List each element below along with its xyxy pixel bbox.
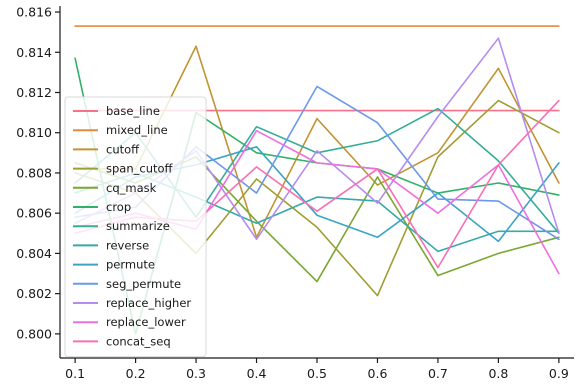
x-tick-label: 0.6 bbox=[368, 366, 388, 381]
x-tick-label: 0.8 bbox=[488, 366, 508, 381]
legend-label-crop: crop bbox=[106, 200, 131, 214]
y-tick-label: 0.816 bbox=[16, 5, 52, 20]
legend-label-base_line: base_line bbox=[106, 104, 160, 118]
y-tick-label: 0.806 bbox=[16, 206, 52, 221]
y-tick-label: 0.802 bbox=[16, 286, 52, 301]
legend-label-reverse: reverse bbox=[106, 238, 149, 252]
y-tick-label: 0.812 bbox=[16, 85, 52, 100]
x-tick-label: 0.3 bbox=[186, 366, 206, 381]
legend-label-span_cutoff: span_cutoff bbox=[106, 162, 174, 176]
legend-label-seg_permute: seg_permute bbox=[106, 277, 181, 291]
y-tick-label: 0.814 bbox=[16, 45, 52, 60]
legend-label-replace_lower: replace_lower bbox=[106, 315, 186, 329]
x-tick-label: 0.1 bbox=[65, 366, 85, 381]
legend-label-permute: permute bbox=[106, 258, 155, 272]
y-tick-label: 0.808 bbox=[16, 165, 52, 180]
x-tick-label: 0.9 bbox=[549, 366, 569, 381]
legend-label-replace_higher: replace_higher bbox=[106, 296, 191, 310]
legend-label-mixed_line: mixed_line bbox=[106, 123, 168, 137]
x-tick-label: 0.7 bbox=[428, 366, 448, 381]
y-tick-label: 0.810 bbox=[16, 125, 52, 140]
y-tick-label: 0.804 bbox=[16, 246, 52, 261]
legend-box bbox=[64, 96, 207, 358]
x-tick-label: 0.2 bbox=[126, 366, 146, 381]
x-tick-label: 0.4 bbox=[247, 366, 267, 381]
x-tick-label: 0.5 bbox=[307, 366, 327, 381]
axes: 0.800 0.802 0.804 0.806 0.808 0.810 0.812 0.814… bbox=[16, 5, 574, 381]
legend-label-cq_mask: cq_mask bbox=[106, 181, 157, 195]
legend-label-summarize: summarize bbox=[106, 219, 170, 233]
legend-label-concat_seq: concat_seq bbox=[106, 334, 171, 348]
y-tick-label: 0.800 bbox=[16, 326, 52, 341]
legend-label-cutoff: cutoff bbox=[106, 142, 140, 156]
